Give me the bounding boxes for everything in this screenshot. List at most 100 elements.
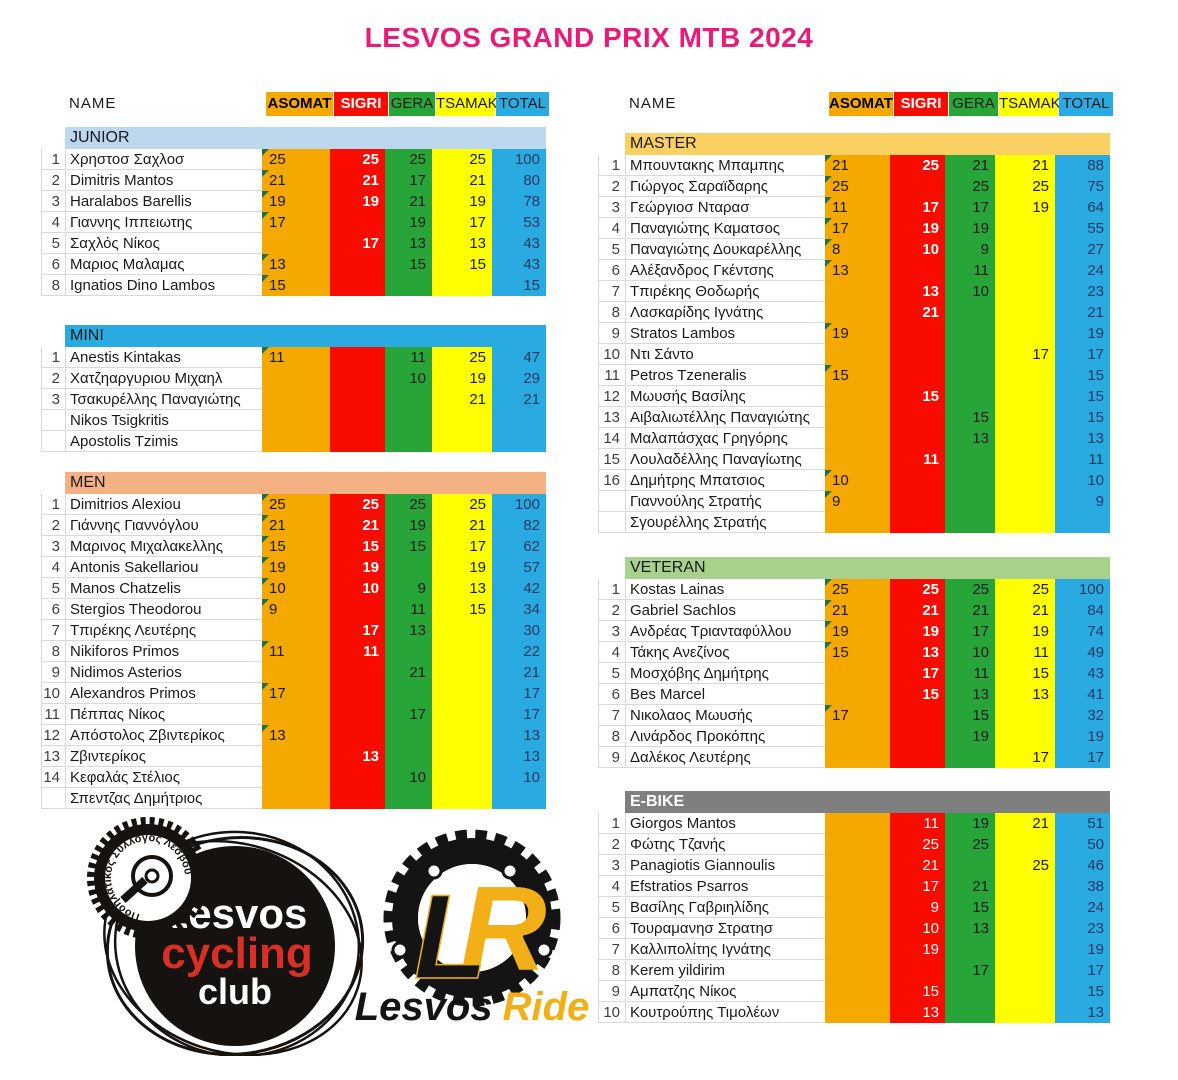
score-cell-asomat [262,746,330,767]
score-cell-tsamak: 13 [432,233,492,254]
rank-cell: 10 [598,1002,625,1023]
score-cell-tsamak: 25 [995,855,1055,876]
score-cell-sigri: 25 [890,155,945,176]
rank-cell: 3 [41,191,65,212]
rank-cell: 1 [598,155,625,176]
result-row: 5 Manos Chatzelis 10 10 9 13 42 [41,578,546,599]
score-cell-tsamak: 25 [432,149,492,170]
score-cell-sigri: 11 [330,641,385,662]
score-cell-gera: 25 [945,176,995,197]
score-cell-tsamak: 21 [432,515,492,536]
score-cell-total: 32 [1055,705,1110,726]
score-cell-tsamak [995,705,1055,726]
score-cell-gera: 21 [945,600,995,621]
result-row: 3 Ανδρέας Τριανταφύλλου 19 19 17 19 74 [598,621,1110,642]
score-cell-asomat [825,939,890,960]
cell-corner-flag-icon [825,642,832,649]
score-cell-tsamak [995,726,1055,747]
score-cell-tsamak [432,683,492,704]
rank-cell: 7 [41,620,65,641]
score-cell-sigri: 11 [890,449,945,470]
name-cell: Ignatios Dino Lambos [65,275,262,296]
score-cell-gera: 25 [945,579,995,600]
rank-cell: 11 [41,704,65,725]
score-cell-tsamak: 11 [995,642,1055,663]
rank-cell [598,491,625,512]
result-row: 7 Νικολαος Μωυσής 17 15 32 [598,705,1110,726]
score-cell-sigri [330,212,385,233]
result-row: 10 Alexandros Primos 17 17 [41,683,546,704]
rank-cell: 9 [598,323,625,344]
score-cell-tsamak [995,834,1055,855]
cell-corner-flag-icon [262,170,269,177]
cell-corner-flag-icon [262,599,269,606]
score-cell-asomat [825,918,890,939]
score-cell-total [492,788,546,809]
result-row: 11 Πέππας Νίκος 17 17 [41,704,546,725]
score-cell-asomat: 19 [262,557,330,578]
score-cell-gera: 21 [945,876,995,897]
score-cell-tsamak: 19 [432,368,492,389]
rank-cell: 8 [598,726,625,747]
result-row: 2 Χατζηαργυριου Μιχαηλ 10 19 29 [41,368,546,389]
score-cell-sigri: 10 [330,578,385,599]
score-cell-tsamak [995,323,1055,344]
rank-cell: 1 [41,347,65,368]
result-row: 5 Βασίλης Γαβριηλίδης 9 15 24 [598,897,1110,918]
score-cell-gera: 21 [945,155,995,176]
result-row: 3 Haralabos Barellis 19 19 21 19 78 [41,191,546,212]
score-cell-gera [945,1002,995,1023]
score-cell-total: 51 [1055,813,1110,834]
score-cell-tsamak: 15 [432,254,492,275]
rank-cell: 1 [41,494,65,515]
score-cell-tsamak: 25 [995,579,1055,600]
section-header-master: MASTER [625,133,1110,155]
ride-wordmark: Lesvos Ride [355,985,590,1029]
rank-cell: 13 [598,407,625,428]
score-cell-asomat [825,813,890,834]
name-cell: Νικολαος Μωυσής [625,705,825,726]
score-cell-total: 49 [1055,642,1110,663]
score-cell-tsamak [995,897,1055,918]
chainring-icon [383,829,561,1007]
score-cell-tsamak: 13 [432,578,492,599]
rank-cell: 8 [41,641,65,662]
club-word-club: club [198,971,272,1012]
score-cell-asomat: 15 [262,275,330,296]
race-column-header-tsamak: TSAMAK [999,92,1061,116]
score-cell-total: 46 [1055,855,1110,876]
score-cell-sigri [330,389,385,410]
rank-cell: 5 [41,578,65,599]
rank-cell [41,410,65,431]
score-cell-gera: 11 [945,663,995,684]
result-row: 7 Τπιρέκης Θοδωρής 13 10 23 [598,281,1110,302]
score-cell-total: 64 [1055,197,1110,218]
rank-cell: 13 [41,746,65,767]
name-cell: Μαρινος Μιχαλακελλης [65,536,262,557]
name-cell: Μαριος Μαλαμας [65,254,262,275]
result-row: 6 Stergios Theodorou 9 11 15 34 [41,599,546,620]
name-cell: Γιώργος Σαραϊδαρης [625,176,825,197]
rank-cell: 6 [598,918,625,939]
score-cell-tsamak [432,746,492,767]
rank-cell: 2 [41,368,65,389]
score-cell-sigri: 21 [890,855,945,876]
score-cell-asomat: 17 [825,705,890,726]
score-cell-sigri [330,683,385,704]
score-cell-sigri: 13 [890,281,945,302]
score-cell-tsamak [432,620,492,641]
score-cell-asomat [825,747,890,768]
rank-cell: 3 [41,536,65,557]
score-cell-tsamak: 19 [995,621,1055,642]
result-row: 3 Τσακυρέλλης Παναγιώτης 21 21 [41,389,546,410]
name-cell: Παναγιώτης Καματσος [625,218,825,239]
score-cell-total: 13 [492,725,546,746]
score-cell-sigri: 19 [330,557,385,578]
result-row: Σγουρέλλης Στρατής [598,512,1110,533]
section-header-junior: JUNIOR [65,127,546,149]
score-cell-sigri [330,599,385,620]
score-cell-tsamak: 17 [432,212,492,233]
score-cell-tsamak [995,960,1055,981]
rank-cell: 2 [598,834,625,855]
cell-corner-flag-icon [262,515,269,522]
